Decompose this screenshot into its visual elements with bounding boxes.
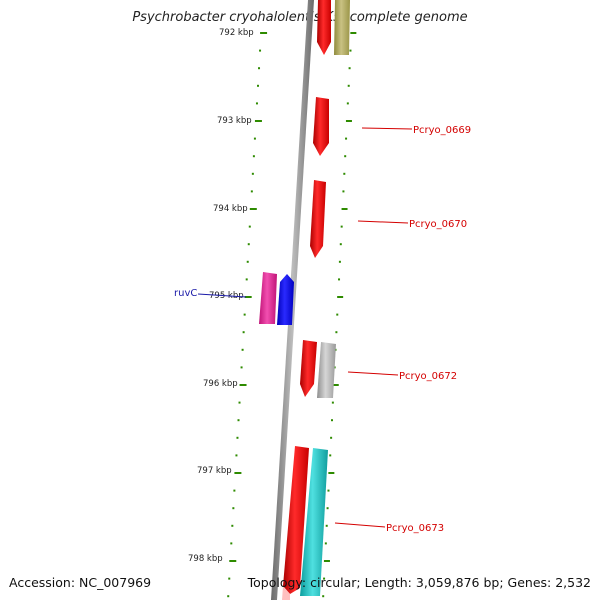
map-title: Psychrobacter cryohalolentis K5, complet… — [132, 10, 468, 25]
gene-red-0672[interactable] — [300, 340, 317, 397]
gene-pcryo-0672[interactable] — [317, 342, 336, 398]
leader-pcryo-0670 — [357, 220, 409, 224]
gene-red-792[interactable] — [317, 0, 331, 55]
leader-ruvc — [197, 293, 247, 298]
genome-summary-text: Topology: circular; Length: 3,059,876 bp… — [247, 575, 591, 590]
gene-pcryo-0670[interactable] — [310, 180, 326, 258]
ruler-label-798: 798 kbp — [188, 554, 223, 564]
label-pcryo-0672[interactable]: Pcryo_0672 — [399, 371, 457, 382]
leader-pcryo-0672 — [347, 371, 399, 376]
ruler-ticks — [227, 32, 268, 598]
label-pcryo-0670[interactable]: Pcryo_0670 — [409, 219, 467, 230]
label-pcryo-0669[interactable]: Pcryo_0669 — [413, 125, 471, 136]
ruler-label-794: 794 kbp — [213, 204, 248, 214]
gene-pink-stub — [282, 586, 290, 600]
gene-ruvc[interactable] — [277, 274, 294, 325]
ruler-label-796: 796 kbp — [203, 379, 238, 389]
leader-pcryo-0669 — [361, 127, 413, 130]
ruler-label-797: 797 kbp — [197, 466, 232, 476]
gene-khaki-792[interactable] — [334, 0, 350, 55]
gene-pcryo-0673[interactable] — [283, 446, 309, 594]
label-ruvc[interactable]: ruvC — [174, 288, 197, 299]
ruler-ticks-right — [322, 32, 357, 598]
ruler-label-792: 792 kbp — [219, 28, 254, 38]
label-pcryo-0673[interactable]: Pcryo_0673 — [386, 523, 444, 534]
gene-cyan-0673[interactable] — [300, 448, 328, 596]
gene-pcryo-0669[interactable] — [313, 97, 329, 156]
leader-pcryo-0673 — [334, 522, 386, 528]
gene-ruvc-magenta[interactable] — [259, 272, 277, 324]
accession-text: Accession: NC_007969 — [9, 575, 152, 590]
ruler-label-793: 793 kbp — [217, 116, 252, 126]
